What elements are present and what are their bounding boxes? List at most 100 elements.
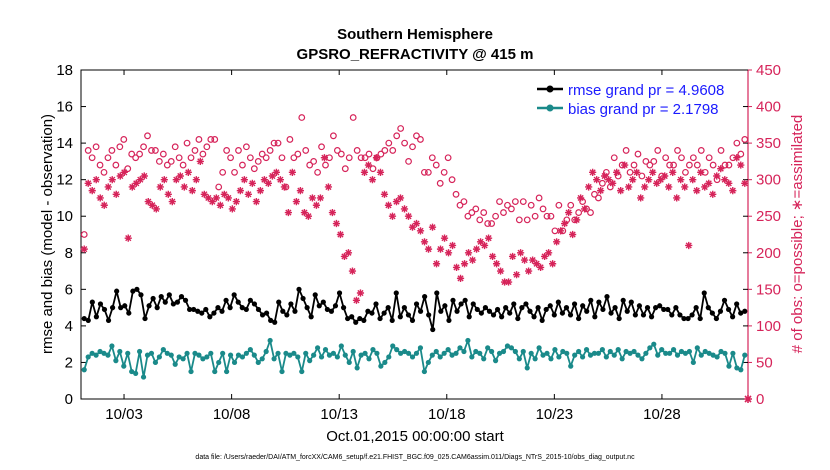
obs-assimilated-point — [236, 187, 244, 195]
obs-assimilated-point — [260, 176, 268, 184]
bias-point — [631, 348, 637, 355]
bias-point — [311, 352, 317, 358]
obs-possible-point — [215, 183, 223, 191]
obs-assimilated-point — [605, 176, 613, 184]
obs-assimilated-point — [448, 241, 457, 250]
obs-assimilated-point — [408, 223, 417, 231]
obs-possible-point — [330, 132, 337, 140]
bias-point — [97, 348, 103, 355]
rmse-point — [227, 305, 233, 311]
obs-assimilated-point — [148, 201, 156, 209]
obs-assimilated-point — [609, 179, 617, 187]
rmse-point — [661, 306, 667, 313]
obs-assimilated-point — [528, 256, 537, 264]
rmse-point — [563, 305, 570, 311]
rmse-point — [430, 326, 436, 333]
bias-point — [469, 354, 475, 360]
rmse-point — [324, 306, 330, 313]
obs-possible-point — [286, 136, 294, 143]
obs-assimilated-point — [428, 223, 437, 231]
obs-possible-point — [262, 154, 270, 162]
bias-point — [651, 341, 657, 347]
rmse-point — [584, 308, 590, 314]
obs-assimilated-point — [256, 187, 264, 195]
rmse-point — [409, 317, 416, 324]
obs-assimilated-point — [520, 256, 529, 264]
y-tick-label: 0 — [65, 391, 73, 408]
bias-point — [623, 348, 629, 355]
obs-possible-point — [191, 147, 199, 154]
obs-possible-point — [567, 201, 575, 209]
rmse-point — [636, 303, 643, 309]
obs-assimilated-point — [124, 234, 132, 242]
bias-point — [682, 350, 689, 356]
bias-point — [496, 350, 503, 356]
obs-possible-point — [642, 157, 650, 165]
rmse-point — [450, 297, 456, 303]
bias-point — [421, 368, 427, 375]
rmse-point — [413, 301, 420, 307]
x-tick-label: 10/03 — [105, 406, 143, 423]
bias-point — [504, 343, 511, 349]
obs-assimilated-point — [208, 198, 216, 206]
bias-point — [461, 348, 467, 355]
obs-assimilated-point — [661, 172, 669, 180]
obs-possible-point — [500, 209, 507, 216]
obs-assimilated-point — [176, 172, 184, 180]
rmse-point — [154, 305, 160, 311]
bias-point — [402, 348, 408, 355]
bias-point — [417, 345, 424, 351]
bias-point — [678, 348, 685, 355]
rmse-point — [523, 301, 529, 307]
rmse-point — [648, 314, 655, 320]
bias-point — [137, 348, 143, 355]
rmse-point — [122, 303, 128, 309]
bias-point — [738, 367, 744, 373]
obs-assimilated-point — [721, 176, 729, 184]
obs-possible-point — [254, 157, 262, 165]
x-tick-label: 10/23 — [536, 406, 574, 423]
bias-point — [568, 363, 574, 369]
obs-assimilated-point — [368, 176, 377, 184]
obs-assimilated-point — [496, 267, 505, 275]
obs-assimilated-point — [396, 194, 405, 202]
bias-point — [366, 356, 372, 362]
bias-point — [524, 365, 530, 371]
bias-point — [172, 361, 178, 367]
rmse-point — [673, 305, 679, 311]
rmse-point — [284, 312, 290, 318]
obs-possible-point — [464, 212, 472, 220]
obs-possible-point — [551, 227, 559, 235]
obs-assimilated-point — [248, 179, 256, 187]
obs-assimilated-point — [284, 208, 292, 217]
obs-assimilated-point — [677, 176, 685, 184]
rmse-point — [239, 305, 245, 311]
y2-tick-label: 100 — [756, 318, 781, 335]
rmse-point — [126, 310, 132, 316]
bias-point — [180, 356, 186, 362]
bias-point — [358, 352, 364, 358]
rmse-point — [223, 297, 229, 303]
y2-tick-label: 150 — [756, 281, 781, 298]
obs-assimilated-point — [589, 168, 597, 176]
bias-point — [382, 359, 388, 366]
obs-assimilated-point — [92, 176, 100, 184]
obs-assimilated-point — [84, 179, 92, 187]
obs-possible-point — [452, 190, 460, 198]
bias-point — [105, 352, 111, 358]
obs-assimilated-point — [188, 187, 196, 195]
obs-possible-point — [389, 147, 397, 154]
rmse-point — [482, 305, 489, 311]
obs-possible-point — [187, 154, 195, 162]
bias-point — [619, 356, 625, 362]
obs-possible-point — [634, 150, 642, 158]
bias-point — [405, 350, 412, 356]
rmse-point — [166, 292, 172, 298]
rmse-point — [742, 308, 748, 314]
obs-possible-point — [369, 165, 377, 173]
rmse-point — [114, 288, 120, 294]
obs-possible-point — [591, 190, 598, 198]
bias-point — [390, 343, 396, 349]
obs-assimilated-point — [380, 190, 389, 198]
obs-possible-point — [417, 136, 424, 143]
